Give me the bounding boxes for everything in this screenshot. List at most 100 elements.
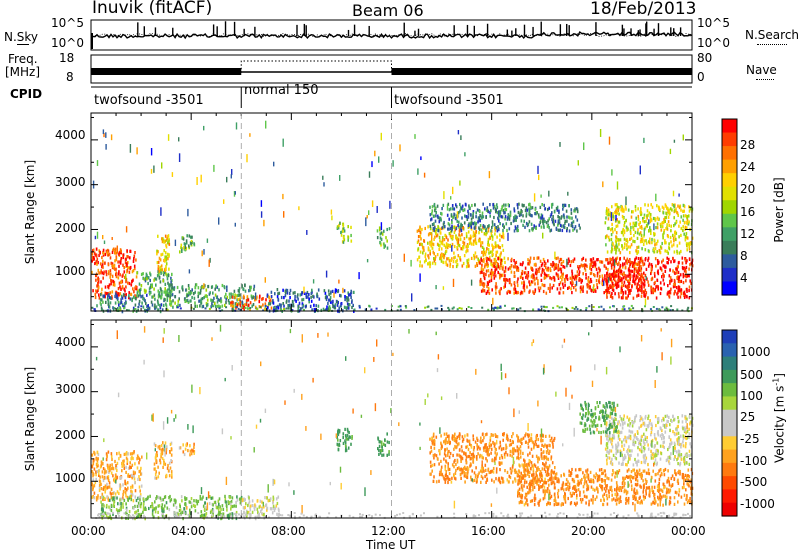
data-cell	[467, 439, 469, 443]
data-cell	[434, 219, 437, 223]
data-cell	[195, 499, 198, 504]
data-cell	[200, 286, 203, 290]
data-cell	[243, 498, 246, 502]
data-cell	[442, 260, 444, 264]
data-cell	[629, 237, 631, 241]
data-cell	[502, 233, 505, 237]
ground-cell	[659, 309, 662, 312]
data-cell	[110, 452, 113, 456]
data-cell	[531, 440, 534, 444]
data-cell	[481, 270, 483, 274]
data-cell	[472, 239, 475, 243]
scatter-cell	[323, 182, 325, 187]
ground-cell	[292, 305, 295, 308]
data-cell	[157, 295, 160, 299]
data-cell	[492, 248, 494, 252]
data-cell	[155, 470, 157, 474]
data-cell	[639, 221, 641, 225]
data-cell	[517, 206, 519, 210]
data-cell	[145, 301, 147, 306]
data-cell	[529, 289, 531, 293]
data-cell	[385, 236, 387, 240]
data-cell	[540, 213, 543, 217]
data-cell	[476, 208, 479, 212]
data-cell	[505, 222, 508, 226]
data-cell	[143, 288, 146, 292]
data-cell	[383, 242, 385, 246]
data-cell	[683, 293, 685, 298]
data-cell	[558, 260, 561, 264]
scatter-cell	[246, 154, 248, 163]
data-cell	[613, 245, 616, 250]
ground-cell	[598, 306, 600, 309]
ground-cell	[144, 308, 146, 311]
data-cell	[499, 254, 501, 258]
data-cell	[340, 233, 343, 237]
scatter-cell	[399, 144, 401, 152]
data-cell	[188, 500, 191, 504]
data-cell	[138, 504, 140, 508]
data-cell	[381, 445, 383, 449]
data-cell	[629, 273, 632, 277]
data-cell	[441, 239, 444, 243]
data-cell	[278, 291, 281, 295]
data-cell	[123, 293, 126, 297]
data-cell	[625, 243, 628, 247]
data-cell	[461, 224, 463, 228]
data-cell	[615, 207, 618, 211]
data-cell	[137, 308, 139, 312]
data-cell	[189, 449, 192, 453]
data-cell	[497, 263, 500, 267]
data-cell	[617, 269, 620, 273]
data-cell	[636, 285, 638, 289]
data-cell	[251, 504, 254, 508]
data-cell	[325, 297, 328, 302]
data-cell	[142, 497, 145, 501]
data-cell	[457, 211, 460, 215]
data-cell	[460, 205, 462, 209]
data-cell	[164, 287, 166, 291]
data-cell	[158, 471, 160, 475]
data-cell	[636, 245, 638, 250]
data-cell	[126, 263, 128, 267]
data-cell	[129, 494, 132, 499]
data-cell	[318, 297, 321, 301]
data-cell	[249, 508, 252, 512]
data-cell	[490, 229, 492, 233]
data-cell	[271, 507, 273, 511]
data-cell	[519, 212, 521, 216]
data-cell	[176, 285, 179, 290]
data-cell	[97, 286, 100, 290]
data-cell	[434, 206, 436, 210]
data-cell	[450, 229, 453, 233]
data-cell	[116, 452, 118, 456]
data-cell	[437, 216, 439, 220]
data-cell	[232, 300, 234, 304]
scatter-cell	[470, 279, 473, 286]
data-cell	[470, 236, 472, 240]
data-cell	[421, 243, 423, 247]
data-cell	[161, 308, 164, 312]
data-cell	[479, 277, 482, 282]
data-cell	[480, 289, 483, 293]
data-cell	[659, 291, 662, 296]
data-cell	[338, 306, 340, 310]
data-cell	[458, 436, 461, 441]
data-cell	[98, 479, 101, 483]
data-cell	[648, 240, 650, 244]
ground-cell	[303, 309, 305, 311]
data-cell	[580, 280, 583, 284]
scatter-cell	[203, 249, 205, 255]
ground-cell	[328, 308, 331, 311]
data-cell	[163, 240, 165, 244]
data-cell	[186, 442, 188, 446]
data-cell	[583, 263, 586, 267]
ground-cell	[496, 307, 499, 310]
data-cell	[292, 303, 295, 307]
data-cell	[168, 474, 171, 478]
data-cell	[448, 223, 451, 227]
data-cell	[120, 298, 122, 302]
data-cell	[459, 256, 461, 260]
data-cell	[563, 225, 565, 229]
data-cell	[460, 222, 462, 226]
